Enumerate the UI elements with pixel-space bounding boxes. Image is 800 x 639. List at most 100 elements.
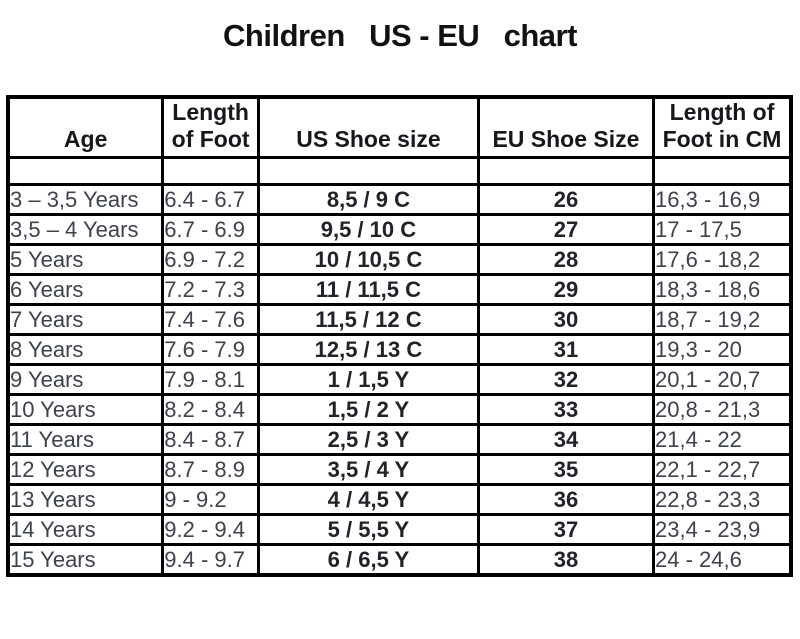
table-row: 6 Years 7.2 - 7.3 11 / 11,5 C 29 18,3 - …: [6, 273, 793, 307]
cm-length-cell: 17,6 - 18,2: [652, 243, 793, 277]
table-row: 14 Years 9.2 - 9.4 5 / 5,5 Y 37 23,4 - 2…: [6, 513, 793, 547]
col-header-us-size: US Shoe size: [256, 95, 480, 160]
cm-length-cell: 18,7 - 19,2: [652, 303, 793, 337]
age-cell: 9 Years: [6, 363, 165, 397]
cm-length-cell: 16,3 - 16,9: [652, 183, 793, 217]
us-size-cell: 11 / 11,5 C: [256, 273, 480, 307]
eu-size-cell: 28: [476, 243, 656, 277]
foot-length-cell: 8.4 - 8.7: [161, 423, 260, 457]
table-row: 7 Years 7.4 - 7.6 11,5 / 12 C 30 18,7 - …: [6, 303, 793, 337]
table-row: 3,5 – 4 Years 6.7 - 6.9 9,5 / 10 C 27 17…: [6, 213, 793, 247]
foot-length-cell: 9 - 9.2: [161, 483, 260, 517]
us-size-cell: 3,5 / 4 Y: [256, 453, 480, 487]
header-line: EU Shoe Size: [492, 126, 640, 153]
age-cell: 3 – 3,5 Years: [6, 183, 165, 217]
us-size-cell: 5 / 5,5 Y: [256, 513, 480, 547]
eu-size-cell: 35: [476, 453, 656, 487]
table-row: 3 – 3,5 Years 6.4 - 6.7 8,5 / 9 C 26 16,…: [6, 183, 793, 217]
col-header-age: Age: [6, 95, 165, 160]
table-body: 3 – 3,5 Years 6.4 - 6.7 8,5 / 9 C 26 16,…: [6, 156, 793, 577]
age-cell: 13 Years: [6, 483, 165, 517]
empty-cell: [652, 156, 793, 187]
eu-size-cell: 27: [476, 213, 656, 247]
eu-size-cell: 33: [476, 393, 656, 427]
table-row: 9 Years 7.9 - 8.1 1 / 1,5 Y 32 20,1 - 20…: [6, 363, 793, 397]
col-header-eu-size: EU Shoe Size: [476, 95, 656, 160]
us-size-cell: 4 / 4,5 Y: [256, 483, 480, 517]
cm-length-cell: 22,1 - 22,7: [652, 453, 793, 487]
age-cell: 12 Years: [6, 453, 165, 487]
page-title: Children US - EU chart: [223, 18, 577, 53]
foot-length-cell: 8.7 - 8.9: [161, 453, 260, 487]
eu-size-cell: 36: [476, 483, 656, 517]
age-cell: 11 Years: [6, 423, 165, 457]
eu-size-cell: 31: [476, 333, 656, 367]
eu-size-cell: 29: [476, 273, 656, 307]
us-size-cell: 8,5 / 9 C: [256, 183, 480, 217]
spacer-row: [6, 156, 793, 187]
cm-length-cell: 18,3 - 18,6: [652, 273, 793, 307]
age-cell: 15 Years: [6, 543, 165, 577]
age-cell: 8 Years: [6, 333, 165, 367]
foot-length-cell: 6.9 - 7.2: [161, 243, 260, 277]
cm-length-cell: 19,3 - 20: [652, 333, 793, 367]
foot-length-cell: 6.4 - 6.7: [161, 183, 260, 217]
age-cell: 3,5 – 4 Years: [6, 213, 165, 247]
eu-size-cell: 32: [476, 363, 656, 397]
empty-cell: [476, 156, 656, 187]
table-header: Age Length of Foot US Shoe size EU Shoe …: [6, 95, 793, 160]
col-header-cm-length: Length of Foot in CM: [652, 95, 793, 160]
age-cell: 7 Years: [6, 303, 165, 337]
foot-length-cell: 7.4 - 7.6: [161, 303, 260, 337]
age-cell: 6 Years: [6, 273, 165, 307]
cm-length-cell: 23,4 - 23,9: [652, 513, 793, 547]
age-cell: 14 Years: [6, 513, 165, 547]
header-line: of Foot: [171, 126, 250, 153]
eu-size-cell: 26: [476, 183, 656, 217]
foot-length-cell: 7.6 - 7.9: [161, 333, 260, 367]
foot-length-cell: 9.4 - 9.7: [161, 543, 260, 577]
table-row: 15 Years 9.4 - 9.7 6 / 6,5 Y 38 24 - 24,…: [6, 543, 793, 577]
foot-length-cell: 7.9 - 8.1: [161, 363, 260, 397]
us-size-cell: 1,5 / 2 Y: [256, 393, 480, 427]
cm-length-cell: 20,1 - 20,7: [652, 363, 793, 397]
foot-length-cell: 6.7 - 6.9: [161, 213, 260, 247]
size-chart-table: Age Length of Foot US Shoe size EU Shoe …: [6, 95, 793, 577]
empty-cell: [6, 156, 165, 187]
foot-length-cell: 9.2 - 9.4: [161, 513, 260, 547]
header-line: US Shoe size: [296, 126, 441, 153]
age-cell: 10 Years: [6, 393, 165, 427]
header-line: Foot in CM: [662, 126, 782, 153]
header-line: Length: [172, 99, 249, 125]
empty-cell: [256, 156, 480, 187]
foot-length-cell: 7.2 - 7.3: [161, 273, 260, 307]
age-cell: 5 Years: [6, 243, 165, 277]
eu-size-cell: 30: [476, 303, 656, 337]
table-row: 13 Years 9 - 9.2 4 / 4,5 Y 36 22,8 - 23,…: [6, 483, 793, 517]
table-row: 5 Years 6.9 - 7.2 10 / 10,5 C 28 17,6 - …: [6, 243, 793, 277]
cm-length-cell: 24 - 24,6: [652, 543, 793, 577]
cm-length-cell: 20,8 - 21,3: [652, 393, 793, 427]
us-size-cell: 2,5 / 3 Y: [256, 423, 480, 457]
header-row: Age Length of Foot US Shoe size EU Shoe …: [6, 95, 793, 160]
us-size-cell: 1 / 1,5 Y: [256, 363, 480, 397]
cm-length-cell: 22,8 - 23,3: [652, 483, 793, 517]
us-size-cell: 10 / 10,5 C: [256, 243, 480, 277]
eu-size-cell: 34: [476, 423, 656, 457]
us-size-cell: 12,5 / 13 C: [256, 333, 480, 367]
eu-size-cell: 38: [476, 543, 656, 577]
table-row: 12 Years 8.7 - 8.9 3,5 / 4 Y 35 22,1 - 2…: [6, 453, 793, 487]
table-row: 11 Years 8.4 - 8.7 2,5 / 3 Y 34 21,4 - 2…: [6, 423, 793, 457]
header-line: Length of: [669, 99, 775, 125]
cm-length-cell: 17 - 17,5: [652, 213, 793, 247]
header-line: Age: [63, 126, 108, 153]
table-row: 8 Years 7.6 - 7.9 12,5 / 13 C 31 19,3 - …: [6, 333, 793, 367]
foot-length-cell: 8.2 - 8.4: [161, 393, 260, 427]
col-header-foot-length: Length of Foot: [161, 95, 260, 160]
empty-cell: [161, 156, 260, 187]
table-row: 10 Years 8.2 - 8.4 1,5 / 2 Y 33 20,8 - 2…: [6, 393, 793, 427]
eu-size-cell: 37: [476, 513, 656, 547]
us-size-cell: 9,5 / 10 C: [256, 213, 480, 247]
us-size-cell: 6 / 6,5 Y: [256, 543, 480, 577]
